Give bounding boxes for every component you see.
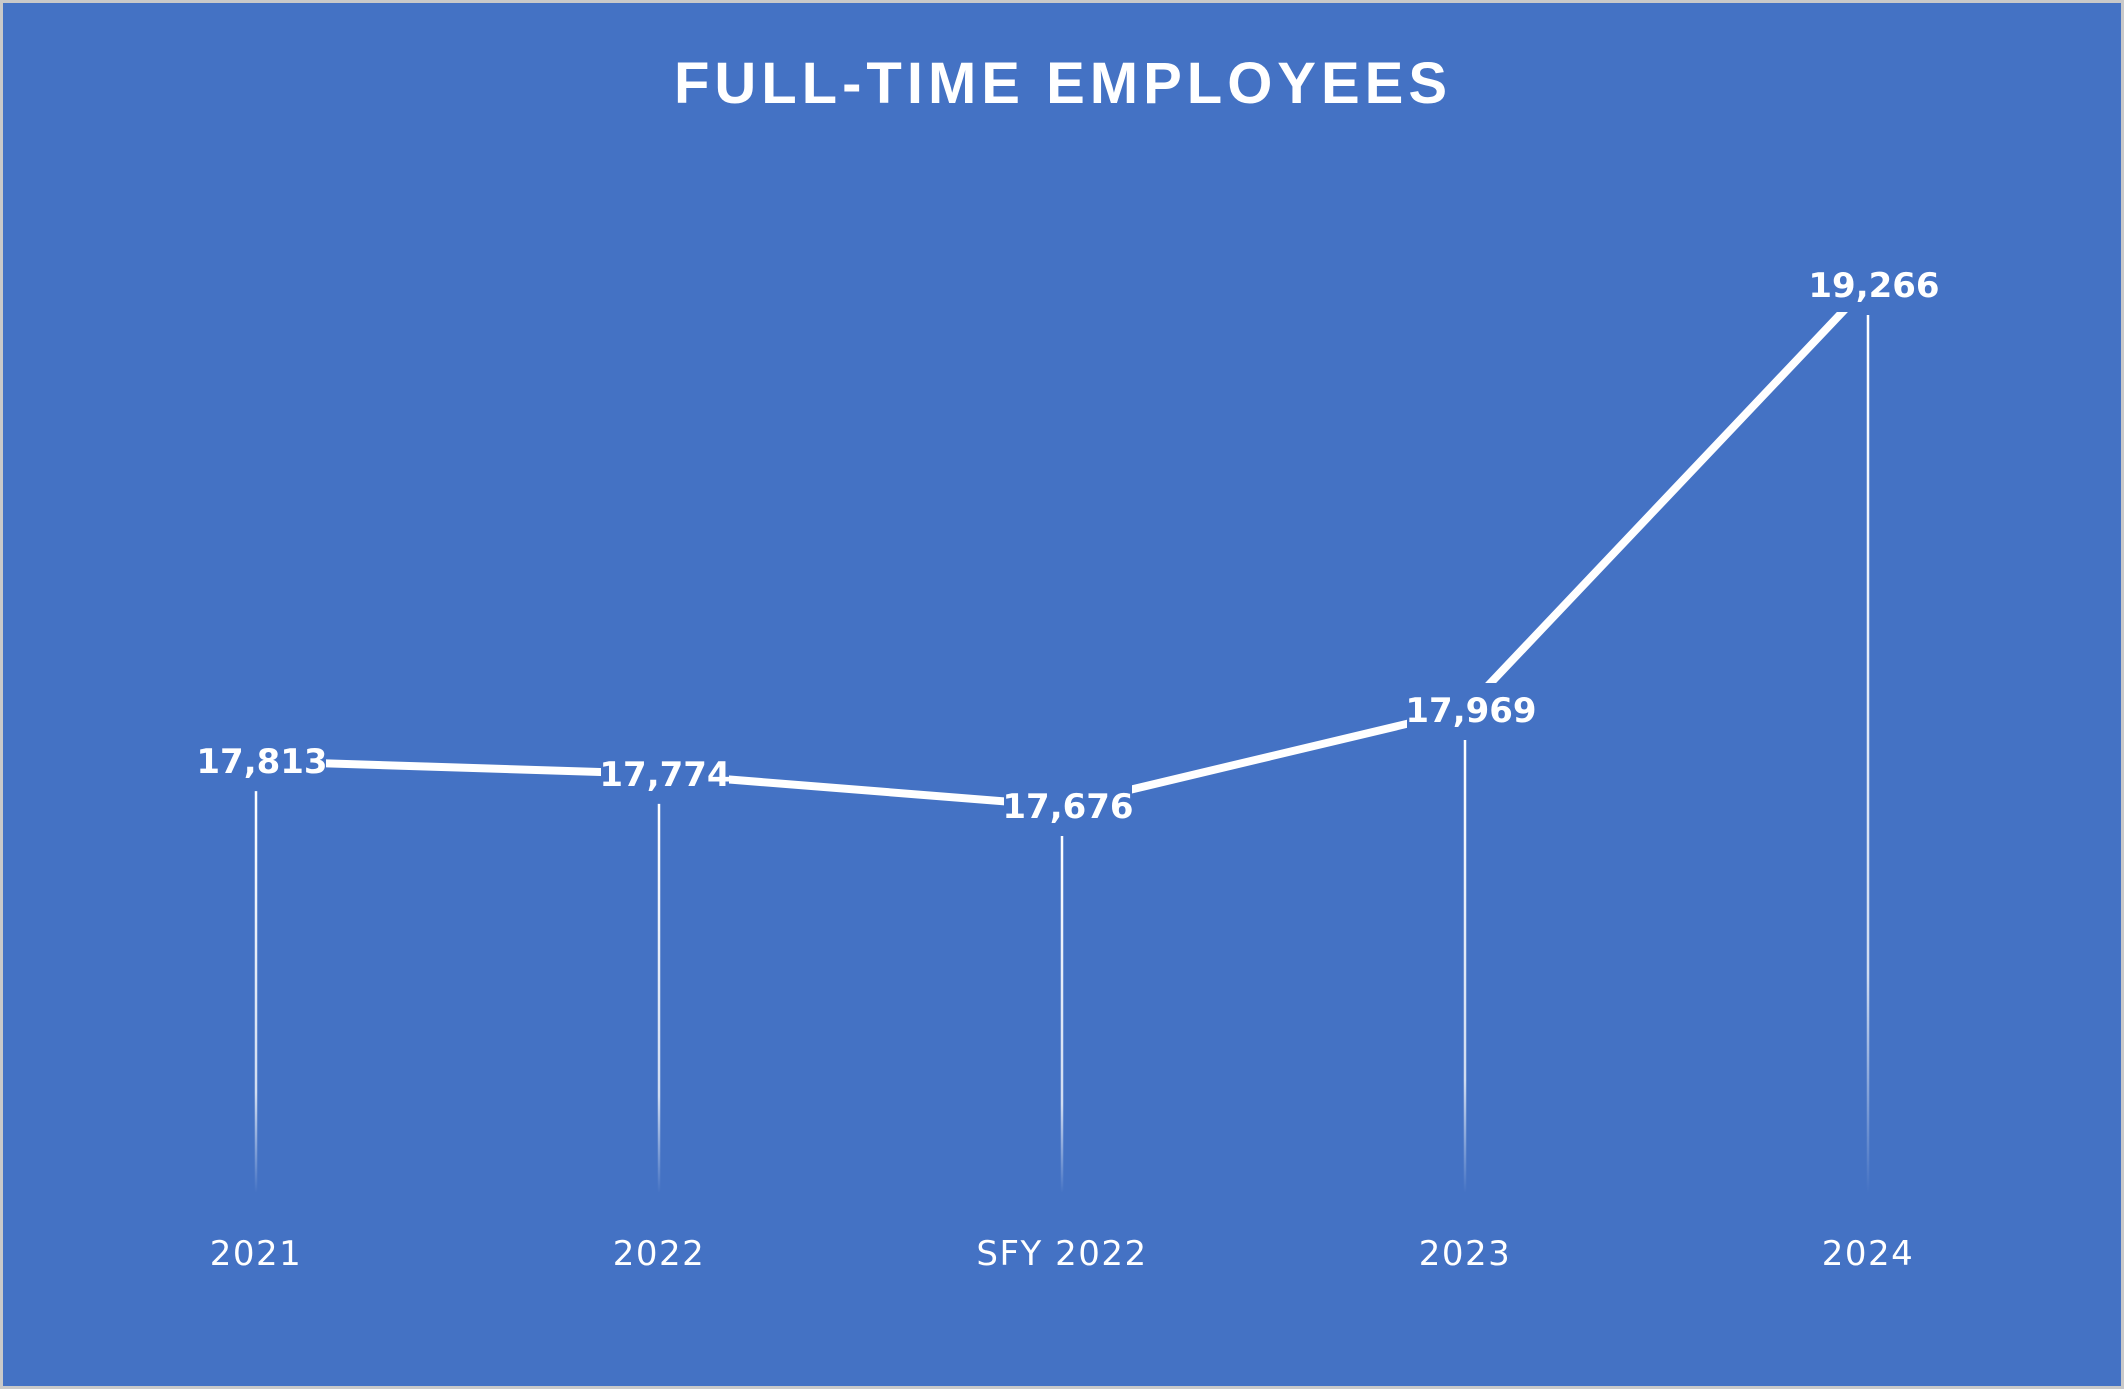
chart-title: FULL-TIME EMPLOYEES	[674, 51, 1452, 116]
drop-lines	[256, 315, 1868, 1193]
data-label: 17,676	[1002, 779, 1133, 833]
data-label: 17,813	[196, 734, 327, 788]
x-tick-label: SFY 2022	[976, 1234, 1147, 1274]
data-label-text: 17,774	[599, 755, 730, 795]
x-tick-label: 2022	[613, 1234, 706, 1274]
data-label: 19,266	[1808, 258, 1939, 312]
x-tick-label: 2021	[210, 1234, 303, 1274]
data-label-text: 19,266	[1808, 266, 1939, 306]
series-group	[256, 285, 1868, 806]
data-label: 17,774	[599, 747, 730, 801]
data-label-text: 17,676	[1002, 787, 1133, 827]
x-tick-label: 2023	[1419, 1234, 1512, 1274]
data-label: 17,969	[1405, 683, 1536, 737]
series-line	[256, 285, 1868, 806]
x-axis: 2021 2022 SFY 2022 2023 2024	[210, 1234, 1915, 1274]
x-tick-label: 2024	[1822, 1234, 1915, 1274]
data-label-text: 17,813	[196, 742, 327, 782]
data-labels: 17,813 17,774 17,676 17,969 19,266	[196, 258, 1939, 833]
data-label-text: 17,969	[1405, 691, 1536, 731]
